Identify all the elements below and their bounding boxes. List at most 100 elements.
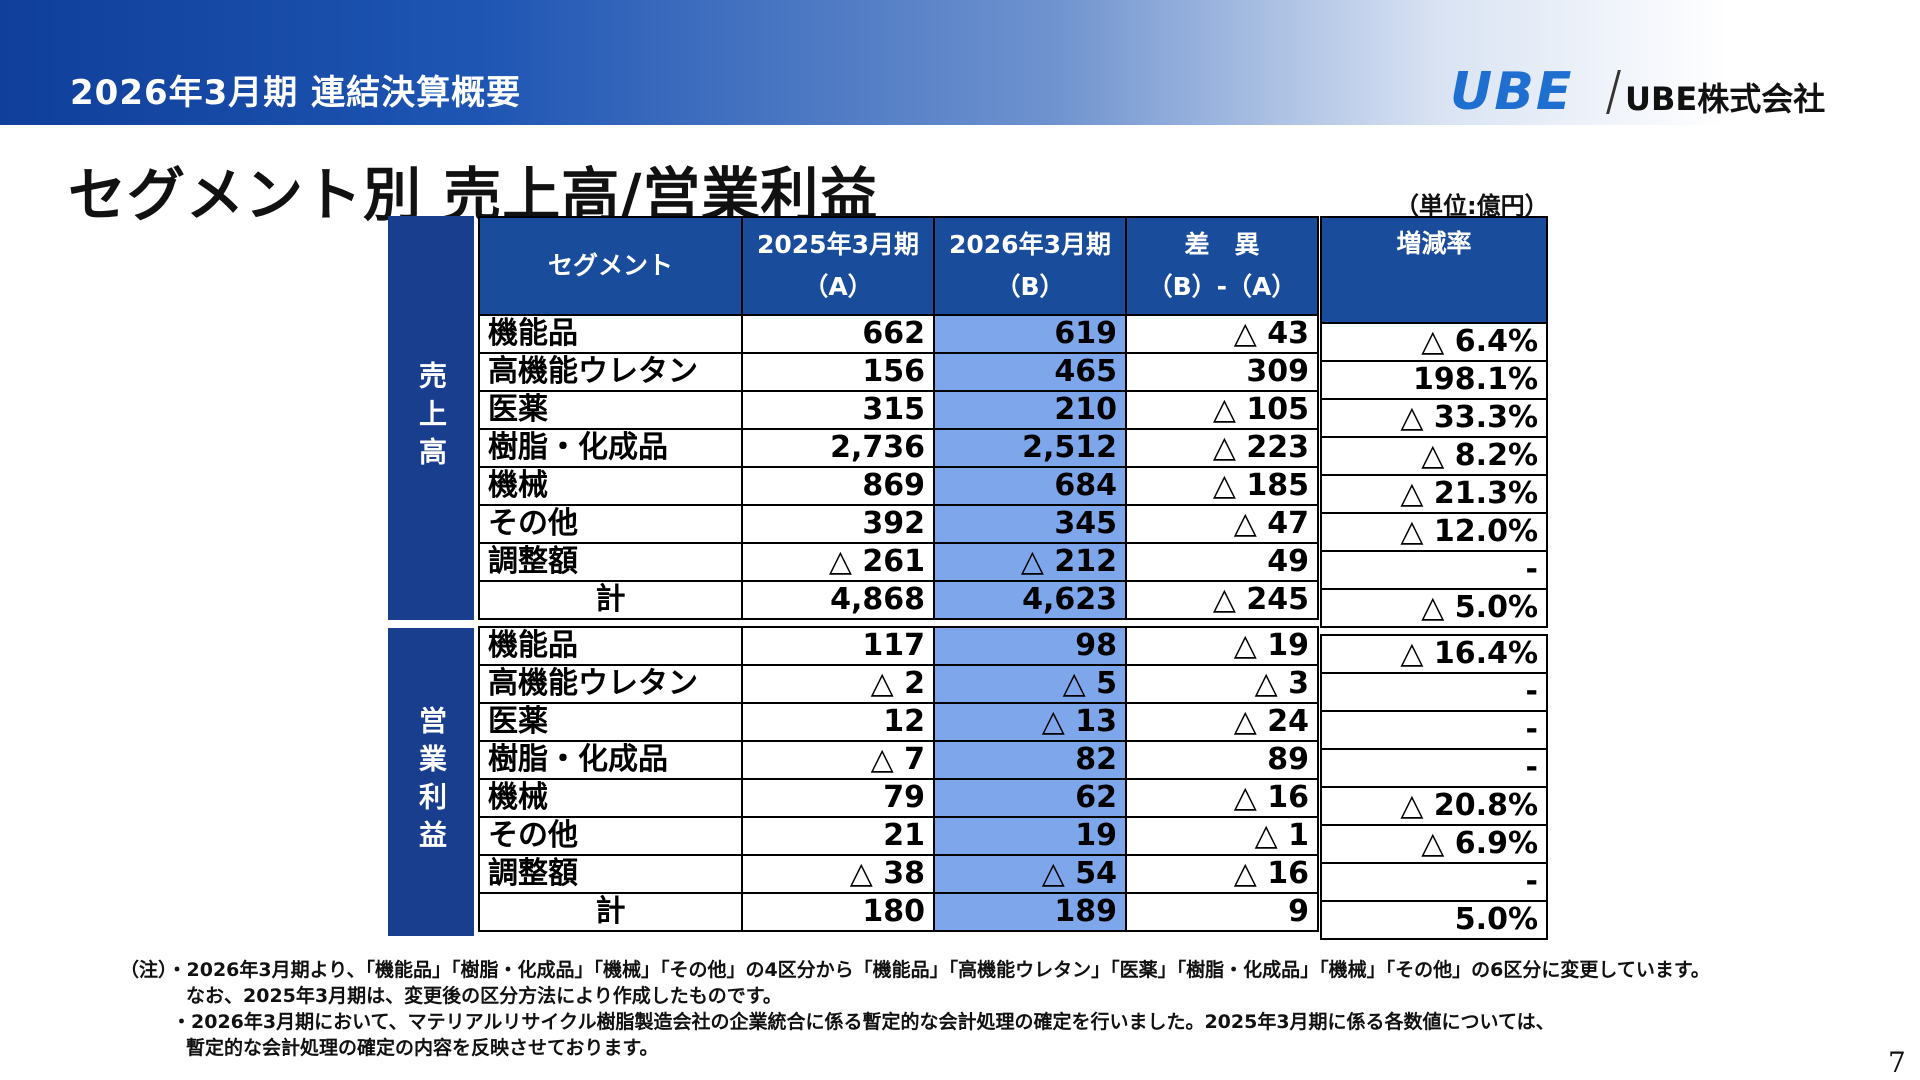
segment-cell: 計 (478, 580, 743, 620)
segment-table: セグメント 2025年3月期 （A） 2026年3月期 （B） 差 異 （B）-… (478, 216, 1319, 932)
table-row: 調整額 △ 261 △ 212 49 (478, 542, 1319, 582)
table-row: 機械 79 62 △ 16 (478, 778, 1319, 818)
table-header-row: セグメント 2025年3月期 （A） 2026年3月期 （B） 差 異 （B）-… (478, 216, 1319, 316)
segment-cell: その他 (478, 816, 743, 856)
rate-cell: 5.0% (1320, 900, 1548, 940)
rate-row: △ 6.9% (1320, 824, 1548, 864)
fy2025-cell: 392 (741, 504, 935, 544)
table-row: 計 180 189 9 (478, 892, 1319, 932)
fy2026-cell: 345 (933, 504, 1127, 544)
table-row: 樹脂・化成品 2,736 2,512 △ 223 (478, 428, 1319, 468)
segment-cell: 機械 (478, 466, 743, 506)
fy2026-cell: △ 54 (933, 854, 1127, 894)
fy2025-cell: △ 7 (741, 740, 935, 780)
diff-cell: △ 47 (1125, 504, 1319, 544)
rate-cell: - (1320, 862, 1548, 902)
col-header-fy2026: 2026年3月期 （B） (933, 216, 1127, 316)
table-row: その他 21 19 △ 1 (478, 816, 1319, 856)
rate-row: - (1320, 748, 1548, 788)
segment-cell: 調整額 (478, 542, 743, 582)
diff-cell: △ 185 (1125, 466, 1319, 506)
fy2026-cell: △ 212 (933, 542, 1127, 582)
diff-cell: △ 1 (1125, 816, 1319, 856)
fy2026-cell: 210 (933, 390, 1127, 430)
header-title: 2026年3月期 連結決算概要 (70, 73, 522, 113)
col-header-segment: セグメント (478, 216, 743, 316)
rate-row: - (1320, 550, 1548, 590)
unit-label: （単位:億円） (1395, 192, 1549, 220)
diff-cell: 9 (1125, 892, 1319, 932)
diff-cell: △ 3 (1125, 664, 1319, 704)
rate-cell: - (1320, 710, 1548, 750)
segment-cell: 計 (478, 892, 743, 932)
table-row: 医薬 315 210 △ 105 (478, 390, 1319, 430)
col-header-diff: 差 異 （B）-（A） (1125, 216, 1319, 316)
col-header-rate-label: 増減率 (1396, 229, 1472, 258)
col-header-rate: 増減率 (1320, 216, 1548, 324)
table-row: 機能品 117 98 △ 19 (478, 626, 1319, 666)
table-row: 機械 869 684 △ 185 (478, 466, 1319, 506)
col-header-segment-label: セグメント (547, 251, 673, 280)
rate-cell: - (1320, 550, 1548, 590)
diff-cell: 49 (1125, 542, 1319, 582)
diff-cell: △ 43 (1125, 314, 1319, 354)
company-name: UBE株式会社 (1625, 80, 1826, 118)
col-header-diff-sub: （B）-（A） (1147, 272, 1297, 301)
fy2026-cell: 2,512 (933, 428, 1127, 468)
table-row: 高機能ウレタン △ 2 △ 5 △ 3 (478, 664, 1319, 704)
fy2026-cell: △ 13 (933, 702, 1127, 742)
rate-cell: △ 16.4% (1320, 634, 1548, 674)
col-header-fy2025-sub: （A） (803, 272, 873, 301)
table-row: 計 4,868 4,623 △ 245 (478, 580, 1319, 620)
fy2025-cell: 79 (741, 778, 935, 818)
fy2025-cell: 2,736 (741, 428, 935, 468)
segment-cell: 調整額 (478, 854, 743, 894)
fy2025-cell: 315 (741, 390, 935, 430)
fy2026-cell: 189 (933, 892, 1127, 932)
rate-cell: △ 21.3% (1320, 474, 1548, 514)
profit-section-label: 営業利益 (388, 628, 474, 936)
section-gap (1321, 626, 1547, 636)
rate-cell: △ 20.8% (1320, 786, 1548, 826)
segment-cell: その他 (478, 504, 743, 544)
rate-table: 増減率 △ 6.4% 198.1% △ 33.3% △ 8.2% △ 21.3% △ 12… (1320, 216, 1548, 940)
rate-cell: - (1320, 672, 1548, 712)
table-row: 高機能ウレタン 156 465 309 (478, 352, 1319, 392)
header-banner (0, 0, 1920, 125)
rate-row: △ 5.0% (1320, 588, 1548, 628)
segment-cell: 樹脂・化成品 (478, 428, 743, 468)
rate-row: △ 8.2% (1320, 436, 1548, 476)
rate-row: △ 12.0% (1320, 512, 1548, 552)
diff-cell: △ 223 (1125, 428, 1319, 468)
fy2026-cell: 619 (933, 314, 1127, 354)
fy2025-cell: △ 2 (741, 664, 935, 704)
section-gap (479, 618, 1318, 628)
fy2025-cell: 869 (741, 466, 935, 506)
col-header-fy2026-label: 2026年3月期 (949, 230, 1111, 259)
diff-cell: △ 19 (1125, 626, 1319, 666)
fy2025-cell: 117 (741, 626, 935, 666)
rate-row: - (1320, 672, 1548, 712)
rate-cell: △ 12.0% (1320, 512, 1548, 552)
rate-row: - (1320, 862, 1548, 902)
segment-cell: 機能品 (478, 314, 743, 354)
rate-cell: △ 6.4% (1320, 322, 1548, 362)
rate-cell: - (1320, 748, 1548, 788)
segment-cell: 高機能ウレタン (478, 352, 743, 392)
col-header-fy2025: 2025年3月期 （A） (741, 216, 935, 316)
rate-row: - (1320, 710, 1548, 750)
rate-row: △ 6.4% (1320, 322, 1548, 362)
table-row: その他 392 345 △ 47 (478, 504, 1319, 544)
table-row: 樹脂・化成品 △ 7 82 89 (478, 740, 1319, 780)
fy2025-cell: 180 (741, 892, 935, 932)
rate-row: △ 33.3% (1320, 398, 1548, 438)
fy2026-cell: 82 (933, 740, 1127, 780)
table-row: 機能品 662 619 △ 43 (478, 314, 1319, 354)
fy2025-cell: 12 (741, 702, 935, 742)
note-line-1: （注）・2026年3月期より、「機能品」「樹脂・化成品」「機械」「その他」の4区… (120, 959, 1710, 981)
fy2026-cell: △ 5 (933, 664, 1127, 704)
rate-row: △ 20.8% (1320, 786, 1548, 826)
diff-cell: △ 16 (1125, 778, 1319, 818)
col-header-fy2026-sub: （B） (995, 272, 1065, 301)
fy2025-cell: 156 (741, 352, 935, 392)
